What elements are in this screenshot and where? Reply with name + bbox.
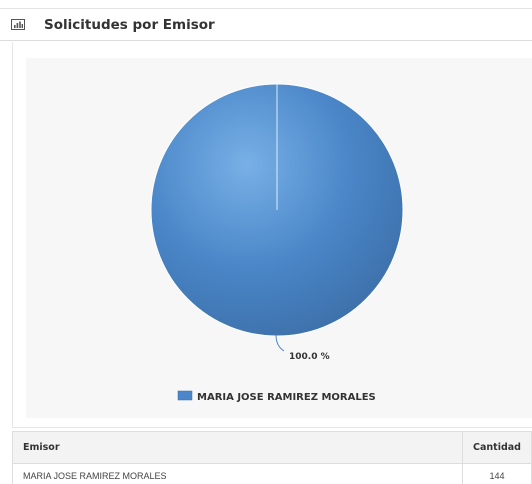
- emisor-table-wrap: Emisor Cantidad MARIA JOSE RAMIREZ MORAL…: [11, 431, 532, 484]
- column-header-cantidad[interactable]: Cantidad: [462, 431, 532, 464]
- cell-cantidad: 144: [462, 463, 532, 484]
- legend-swatch: [177, 390, 193, 401]
- column-header-emisor[interactable]: Emisor: [11, 431, 464, 464]
- panel-header: Solicitudes por Emisor: [0, 9, 532, 41]
- bar-chart-icon: [11, 19, 25, 30]
- table-header-row: Emisor Cantidad: [11, 431, 532, 464]
- legend-label: MARIA JOSE RAMIREZ MORALES: [197, 392, 376, 403]
- table-row: MARIA JOSE RAMIREZ MORALES 144: [11, 463, 532, 484]
- emisor-table: Emisor Cantidad MARIA JOSE RAMIREZ MORAL…: [11, 431, 532, 484]
- top-divider: [0, 8, 532, 9]
- pie-slice-label: 100.0 %: [289, 352, 330, 362]
- legend-item[interactable]: MARIA JOSE RAMIREZ MORALES: [177, 390, 376, 403]
- pie-chart: 100.0 % MARIA JOSE RAMIREZ MORALES: [150, 83, 404, 403]
- pie-label-connector: [275, 334, 285, 352]
- cell-emisor: MARIA JOSE RAMIREZ MORALES: [11, 463, 464, 484]
- panel-title: Solicitudes por Emisor: [44, 17, 215, 33]
